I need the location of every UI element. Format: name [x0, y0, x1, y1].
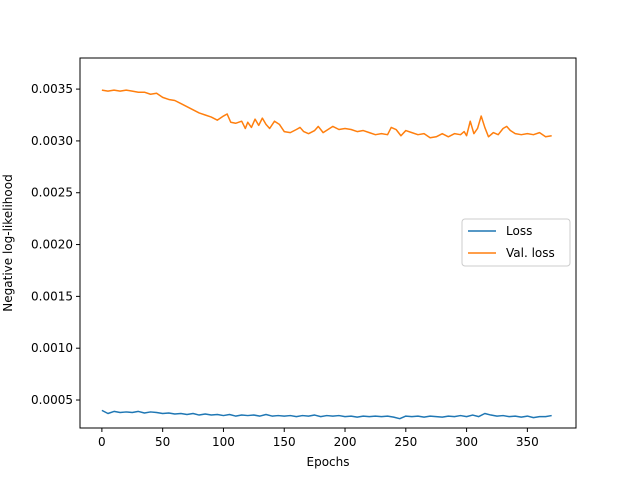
x-tick-label: 350 [516, 435, 539, 449]
y-tick-label: 0.0030 [31, 134, 73, 148]
plot-area-frame [79, 57, 577, 429]
y-axis-label: Negative log-likelihood [1, 174, 15, 311]
y-tick-label: 0.0035 [31, 82, 73, 96]
y-tick-label: 0.0020 [31, 238, 73, 252]
x-tick-label: 150 [273, 435, 296, 449]
x-tick-label: 300 [455, 435, 478, 449]
x-tick-label: 50 [155, 435, 170, 449]
x-tick-label: 200 [334, 435, 357, 449]
y-tick-label: 0.0025 [31, 186, 73, 200]
series-line-1 [101, 89, 552, 139]
y-tick-label: 0.0015 [31, 289, 73, 303]
x-tick-label: 0 [98, 435, 106, 449]
y-tick-label: 0.0010 [31, 341, 73, 355]
series-line-0 [101, 409, 552, 420]
x-axis: 0 50 100 150 200 250 300 350 [98, 428, 539, 449]
y-axis: 0.0005 0.0010 0.0015 0.0020 0.0025 0.0030 0.00… [31, 82, 80, 407]
legend-label-loss: Loss [506, 224, 532, 238]
series-layer [101, 89, 552, 420]
x-axis-label: Epochs [307, 455, 350, 469]
legend: Loss Val. loss [461, 218, 571, 267]
x-tick-label: 100 [212, 435, 235, 449]
y-tick-label: 0.0005 [31, 393, 73, 407]
x-tick-label: 250 [394, 435, 417, 449]
legend-label-val-loss: Val. loss [506, 246, 555, 260]
